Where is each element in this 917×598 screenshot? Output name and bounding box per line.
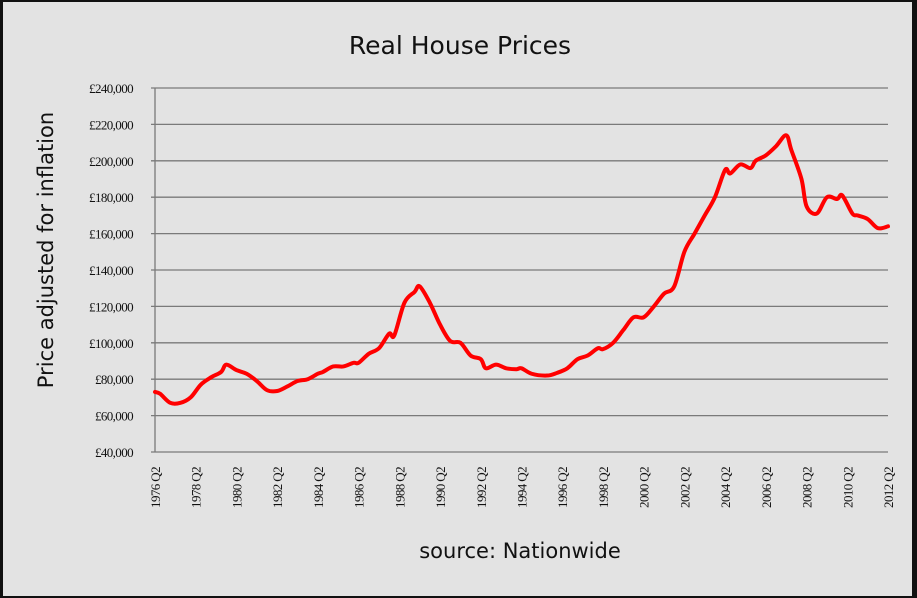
chart-title: Real House Prices [349,31,571,60]
price-series-line [153,133,890,406]
x-tick-label: 1986 Q2 [352,467,367,508]
y-axis-label: Price adjusted for inflation [34,112,58,388]
x-tick-label: 1984 Q2 [311,467,326,508]
x-tick-label: 1980 Q2 [229,467,244,508]
y-tick-label: £60,000 [95,409,133,424]
chart-area: Real House Prices Price adjusted for inf… [3,2,912,596]
x-tick-labels: 1976 Q2 1978 Q2 1980 Q2 1982 Q2 1984 Q2 1986 … [148,467,896,508]
x-tick-label: 1978 Q2 [189,467,204,508]
y-tick-labels: £240,000 £220,000 £200,000 £180,000 £160,000… [89,81,134,460]
y-tick-label: £240,000 [89,81,133,96]
y-tick-label: £160,000 [89,227,133,242]
x-tick-label: 1992 Q2 [474,467,489,508]
x-axis-label: source: Nationwide [419,539,621,563]
y-tick-label: £40,000 [95,445,133,460]
y-tick-label: £220,000 [89,117,133,132]
x-tick-label: 2012 Q2 [881,467,896,508]
x-tick-label: 1996 Q2 [555,467,570,508]
y-tick-label: £200,000 [89,154,133,169]
x-tick-label: 2002 Q2 [677,467,692,508]
y-tick-label: £120,000 [89,299,133,314]
x-tick-label: 1988 Q2 [392,467,407,508]
x-tick-label: 1976 Q2 [148,467,163,508]
x-tick-label: 2010 Q2 [840,467,855,508]
x-tick-label: 1982 Q2 [270,467,285,508]
line-chart: Real House Prices Price adjusted for inf… [34,31,896,563]
y-tick-label: £180,000 [89,190,133,205]
x-tick-label: 1990 Q2 [433,467,448,508]
y-tick-label: £80,000 [95,372,133,387]
x-tick-label: 1998 Q2 [596,467,611,508]
series-lines [153,133,890,406]
x-tick-label: 1994 Q2 [515,467,530,508]
x-tick-label: 2000 Q2 [637,467,652,508]
gridlines [151,87,888,453]
x-tick-label: 2008 Q2 [800,467,815,508]
y-tick-label: £100,000 [89,336,133,351]
x-tick-label: 2004 Q2 [718,467,733,508]
x-tick-label: 2006 Q2 [759,467,774,508]
y-tick-label: £140,000 [89,263,133,278]
